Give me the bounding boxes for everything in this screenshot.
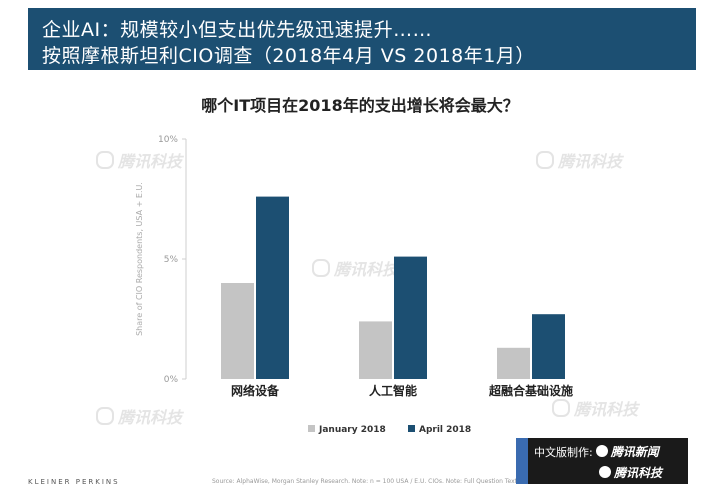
legend-label: April 2018	[419, 425, 471, 435]
bar-january	[497, 347, 530, 379]
bar-january	[221, 283, 254, 379]
badge-line-1: 中文版制作: 腾讯新闻	[534, 443, 659, 460]
source-note: Source: AlphaWise, Morgan Stanley Resear…	[212, 478, 517, 485]
x-tick-label: 网络设备	[231, 383, 280, 398]
title-line-1: 企业AI：规模较小但支出优先级迅速提升……	[42, 19, 433, 41]
kleiner-perkins-logo: KLEINER PERKINS	[28, 478, 120, 486]
badge-brand-tech: 腾讯科技	[614, 466, 663, 480]
x-tick-label: 人工智能	[369, 383, 417, 398]
badge-brand-news: 腾讯新闻	[610, 445, 659, 459]
x-tick-label: 超融合基础设施	[488, 383, 573, 398]
tencent-news-logo-icon	[595, 445, 608, 457]
legend-swatch	[408, 425, 415, 432]
bar-april	[532, 314, 565, 379]
badge-prefix: 中文版制作:	[534, 446, 593, 459]
y-tick-label: 10%	[158, 135, 178, 145]
y-axis-label: Share of CIO Respondents, USA + E.U.	[135, 182, 144, 336]
legend-label: January 2018	[318, 425, 386, 435]
bar-january	[359, 321, 392, 379]
bar-april	[394, 256, 427, 379]
legend-swatch	[308, 425, 315, 432]
tencent-tech-logo-icon	[599, 466, 611, 478]
badge-line-2: 腾讯科技	[596, 464, 662, 481]
y-tick-label: 5%	[164, 255, 179, 265]
title-banner: 企业AI：规模较小但支出优先级迅速提升…… 按照摩根斯坦利CIO调查（2018年…	[28, 8, 696, 70]
title-line-2: 按照摩根斯坦利CIO调查（2018年4月 VS 2018年1月）	[42, 45, 535, 67]
chart-question: 哪个IT项目在2018年的支出增长将会最大？	[201, 96, 519, 115]
bar-april	[256, 196, 289, 379]
y-tick-label: 0%	[164, 375, 179, 385]
badge-accent-bar	[516, 438, 528, 484]
translation-badge: 中文版制作: 腾讯新闻 腾讯科技	[516, 438, 688, 484]
